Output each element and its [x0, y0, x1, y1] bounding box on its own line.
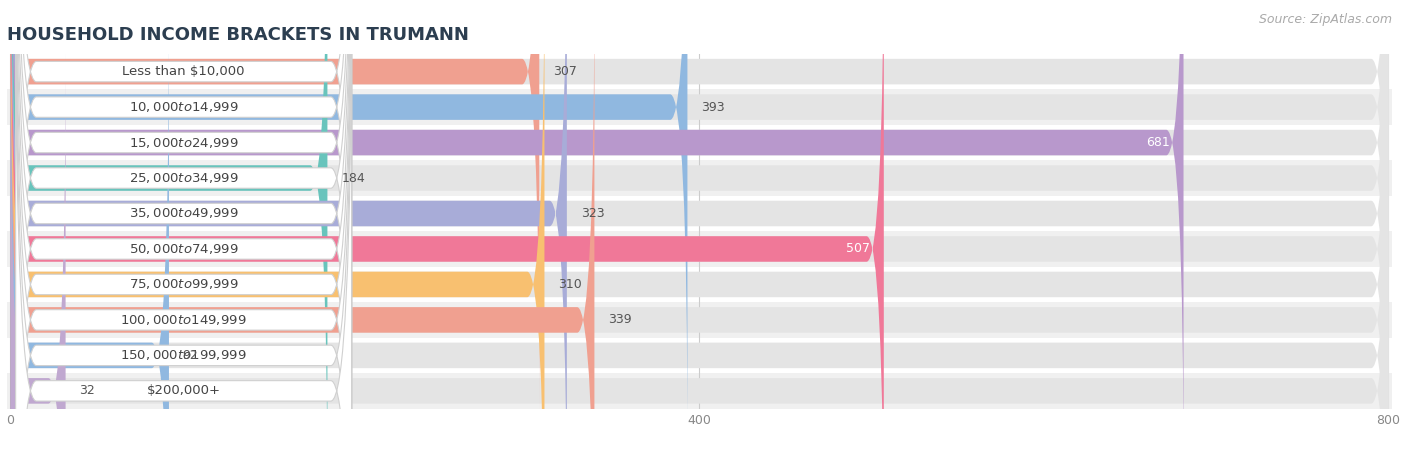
Text: $100,000 to $149,999: $100,000 to $149,999 [121, 313, 247, 327]
FancyBboxPatch shape [10, 0, 688, 449]
Text: HOUSEHOLD INCOME BRACKETS IN TRUMANN: HOUSEHOLD INCOME BRACKETS IN TRUMANN [7, 26, 470, 44]
FancyBboxPatch shape [10, 0, 1184, 449]
FancyBboxPatch shape [10, 0, 1389, 449]
Text: 32: 32 [79, 384, 96, 397]
FancyBboxPatch shape [15, 0, 352, 449]
FancyBboxPatch shape [10, 0, 1389, 449]
FancyBboxPatch shape [15, 0, 352, 449]
FancyBboxPatch shape [15, 0, 352, 449]
FancyBboxPatch shape [10, 0, 1389, 449]
Text: 323: 323 [581, 207, 605, 220]
FancyBboxPatch shape [10, 49, 1389, 449]
Text: $150,000 to $199,999: $150,000 to $199,999 [121, 348, 247, 362]
Text: $50,000 to $74,999: $50,000 to $74,999 [129, 242, 239, 256]
FancyBboxPatch shape [15, 0, 352, 449]
Text: 307: 307 [553, 65, 576, 78]
Text: $15,000 to $24,999: $15,000 to $24,999 [129, 136, 239, 150]
Text: $10,000 to $14,999: $10,000 to $14,999 [129, 100, 239, 114]
FancyBboxPatch shape [0, 196, 1406, 231]
Text: Source: ZipAtlas.com: Source: ZipAtlas.com [1258, 13, 1392, 26]
FancyBboxPatch shape [10, 13, 169, 449]
FancyBboxPatch shape [15, 0, 352, 449]
FancyBboxPatch shape [0, 373, 1406, 409]
FancyBboxPatch shape [0, 231, 1406, 267]
Text: $75,000 to $99,999: $75,000 to $99,999 [129, 277, 239, 291]
FancyBboxPatch shape [10, 0, 1389, 449]
Text: Less than $10,000: Less than $10,000 [122, 65, 245, 78]
Text: 507: 507 [846, 242, 870, 255]
FancyBboxPatch shape [0, 267, 1406, 302]
Text: $35,000 to $49,999: $35,000 to $49,999 [129, 207, 239, 220]
FancyBboxPatch shape [10, 49, 66, 449]
FancyBboxPatch shape [10, 0, 567, 449]
FancyBboxPatch shape [0, 302, 1406, 338]
FancyBboxPatch shape [15, 0, 352, 449]
FancyBboxPatch shape [10, 0, 1389, 414]
FancyBboxPatch shape [10, 0, 1389, 449]
FancyBboxPatch shape [10, 0, 884, 449]
FancyBboxPatch shape [0, 125, 1406, 160]
Text: 339: 339 [609, 313, 631, 326]
FancyBboxPatch shape [15, 0, 352, 449]
FancyBboxPatch shape [10, 0, 595, 449]
Text: $200,000+: $200,000+ [146, 384, 221, 397]
FancyBboxPatch shape [0, 160, 1406, 196]
FancyBboxPatch shape [0, 89, 1406, 125]
FancyBboxPatch shape [15, 0, 352, 449]
Text: 184: 184 [342, 172, 366, 185]
FancyBboxPatch shape [15, 0, 352, 449]
FancyBboxPatch shape [10, 13, 1389, 449]
FancyBboxPatch shape [10, 0, 328, 449]
Text: 92: 92 [183, 349, 198, 362]
FancyBboxPatch shape [0, 338, 1406, 373]
Text: 681: 681 [1146, 136, 1170, 149]
FancyBboxPatch shape [10, 0, 544, 449]
Text: $25,000 to $34,999: $25,000 to $34,999 [129, 171, 239, 185]
FancyBboxPatch shape [10, 0, 1389, 449]
FancyBboxPatch shape [0, 54, 1406, 89]
FancyBboxPatch shape [15, 0, 352, 449]
FancyBboxPatch shape [10, 0, 540, 414]
FancyBboxPatch shape [10, 0, 1389, 449]
Text: 310: 310 [558, 278, 582, 291]
Text: 393: 393 [702, 101, 725, 114]
